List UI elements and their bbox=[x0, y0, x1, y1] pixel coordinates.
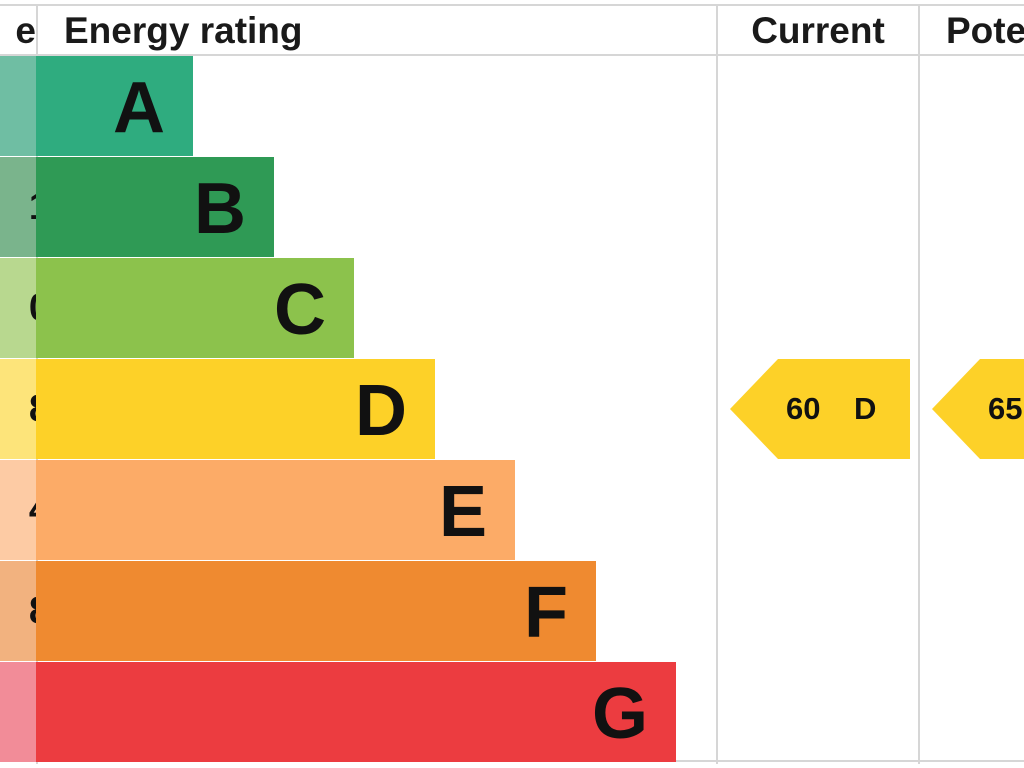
band-bar-f: F bbox=[36, 561, 596, 661]
band-score-f: 8 bbox=[0, 561, 36, 661]
header-score: e bbox=[15, 10, 36, 51]
band-bar-e: E bbox=[36, 460, 515, 560]
band-score-e: 4 bbox=[0, 460, 36, 560]
header-energy-rating: Energy rating bbox=[64, 10, 303, 51]
band-letter: E bbox=[438, 472, 487, 552]
band-letter: G bbox=[591, 674, 648, 754]
header-current: Current bbox=[751, 10, 885, 51]
column-divider-current bbox=[716, 4, 718, 764]
band-bar-g: G bbox=[36, 662, 676, 762]
band-bar-c: C bbox=[36, 258, 354, 358]
band-letter: D bbox=[355, 371, 407, 451]
band-score-text: 1 bbox=[29, 157, 36, 257]
band-letter: B bbox=[194, 169, 246, 249]
band-score-g bbox=[0, 662, 36, 762]
header-divider bbox=[0, 54, 1024, 56]
band-score-text: 8 bbox=[29, 561, 36, 661]
current-rating-arrow: 60 D bbox=[730, 359, 910, 459]
band-bar-d: D bbox=[36, 359, 435, 459]
band-score-text: 0 bbox=[29, 258, 36, 358]
band-bar-a: A bbox=[36, 56, 193, 156]
band-letter: C bbox=[274, 270, 326, 350]
band-score-a bbox=[0, 56, 36, 156]
current-rating-value: 60 bbox=[786, 391, 821, 426]
header-potential: Pote bbox=[946, 10, 1024, 51]
potential-rating-arrow: 65 bbox=[932, 359, 1024, 459]
band-score-c: 0 bbox=[0, 258, 36, 358]
current-rating-band: D bbox=[854, 391, 877, 426]
potential-rating-value: 65 bbox=[988, 391, 1023, 426]
band-score-b: 1 bbox=[0, 157, 36, 257]
band-letter: A bbox=[113, 68, 165, 148]
band-score-text: 4 bbox=[29, 460, 36, 560]
top-border bbox=[0, 4, 1024, 6]
band-letter: F bbox=[524, 573, 568, 653]
column-divider-potential bbox=[918, 4, 920, 764]
band-score-text: 8 bbox=[29, 359, 36, 459]
band-bar-b: B bbox=[36, 157, 274, 257]
band-score-d: 8 bbox=[0, 359, 36, 459]
